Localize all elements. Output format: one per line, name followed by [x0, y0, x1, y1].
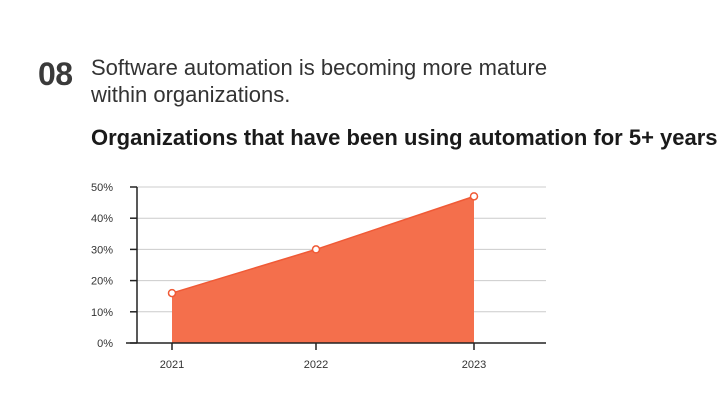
y-tick-label: 20% — [91, 276, 113, 288]
area-fill — [172, 196, 474, 343]
area-chart: 0% 10% 20% 30% 40% 50% 2021 2022 2023 — [91, 182, 546, 371]
data-point — [469, 192, 479, 201]
headline-line-1: Software automation is becoming more mat… — [91, 55, 548, 80]
y-tick-label: 30% — [91, 244, 113, 256]
insight-headline: Software automation is becoming more mat… — [91, 54, 651, 108]
headline-line-2: within organizations. — [91, 82, 291, 107]
x-tick-label: 2023 — [462, 359, 486, 371]
chart-title: Organizations that have been using autom… — [91, 125, 718, 150]
y-tick-label: 40% — [91, 213, 113, 225]
x-tick-label: 2021 — [160, 359, 184, 371]
data-point — [311, 245, 321, 254]
data-point — [167, 288, 177, 298]
y-tick-label: 10% — [91, 307, 113, 319]
x-tick-label: 2022 — [304, 359, 328, 371]
y-tick-label: 0% — [97, 338, 113, 350]
y-tick-label: 50% — [91, 182, 113, 194]
insight-number: 08 — [38, 56, 73, 92]
